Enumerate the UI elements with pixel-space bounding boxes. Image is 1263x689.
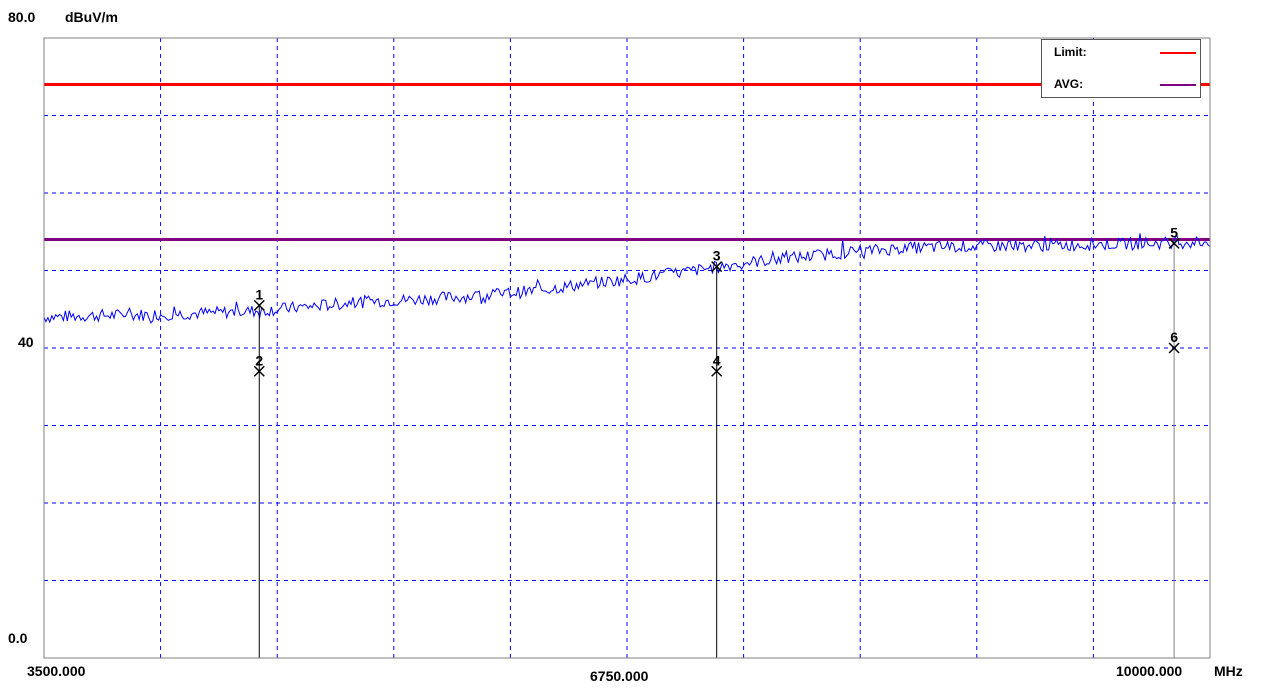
y-axis-unit: dBuV/m <box>65 9 118 25</box>
series-group <box>43 233 1211 324</box>
trace-series-0 <box>43 233 1211 324</box>
legend: Limit: AVG: <box>1041 39 1201 98</box>
marker-3-label: 3 <box>713 248 721 264</box>
marker-1-symbol <box>253 299 265 311</box>
marker-1-label: 1 <box>255 286 263 302</box>
marker-4-label: 4 <box>713 352 721 368</box>
legend-avg-swatch <box>1160 84 1196 86</box>
marker-5-label: 5 <box>1170 224 1178 240</box>
marker-2-symbol <box>253 365 265 377</box>
legend-limit-swatch <box>1160 52 1196 54</box>
legend-avg-label: AVG: <box>1054 77 1084 91</box>
marker-5-symbol <box>1168 237 1180 249</box>
x-axis-unit: MHz <box>1214 663 1243 679</box>
x-max-label: 10000.000 <box>1116 663 1183 679</box>
limit-lines <box>44 83 1210 241</box>
grid <box>44 38 1210 658</box>
marker-3-symbol <box>711 261 723 273</box>
marker-2-label: 2 <box>255 352 263 368</box>
marker-group: 1 2 3 4 5 6 <box>253 224 1180 658</box>
marker-6-symbol <box>1168 342 1180 354</box>
marker-6-label: 6 <box>1170 329 1178 345</box>
y-mid-label: 40 <box>18 334 34 350</box>
legend-limit-label: Limit: <box>1054 45 1087 59</box>
x-mid-label: 6750.000 <box>590 668 649 684</box>
y-min-label: 0.0 <box>8 630 28 646</box>
plot-frame <box>43 37 1211 659</box>
x-min-label: 3500.000 <box>27 663 86 679</box>
y-max-label: 80.0 <box>8 9 36 25</box>
marker-4-symbol <box>711 365 723 377</box>
